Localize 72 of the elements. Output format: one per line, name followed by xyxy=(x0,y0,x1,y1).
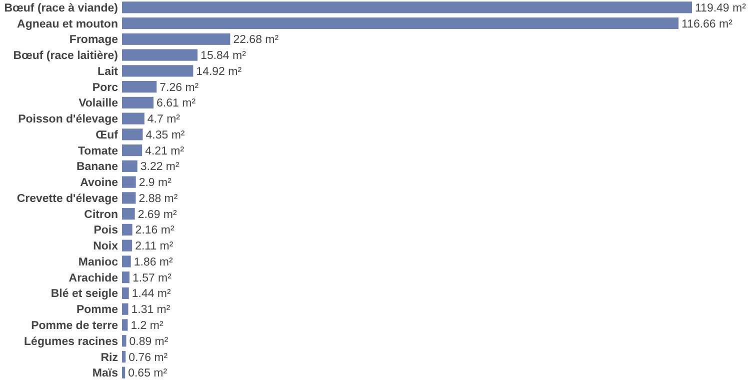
data-label: 2.9 m² xyxy=(138,177,172,190)
data-label: 22.68 m² xyxy=(233,34,279,46)
bar xyxy=(122,2,692,14)
bar xyxy=(122,192,136,204)
data-label: 1.2 m² xyxy=(130,320,164,332)
data-label: 7.26 m² xyxy=(160,82,199,94)
data-label: 2.11 m² xyxy=(135,240,174,253)
y-tick-label: Lait xyxy=(98,66,118,78)
data-label: 15.84 m² xyxy=(200,50,246,62)
y-tick-label: Blé et seigle xyxy=(50,288,118,300)
y-tick-label: Porc xyxy=(92,82,119,94)
y-tick-label: Avoine xyxy=(80,177,118,190)
y-tick-label: Banane xyxy=(76,161,118,174)
bar xyxy=(122,366,126,378)
y-tick-label: Pomme de terre xyxy=(31,320,118,332)
bar xyxy=(122,128,143,140)
data-label: 4.35 m² xyxy=(146,129,185,142)
y-tick-label: Légumes racines xyxy=(24,336,118,348)
y-tick-label: Bœuf (race à viande) xyxy=(4,2,118,14)
y-tick-label: Manioc xyxy=(78,256,119,268)
y-tick-label: Poisson d'élevage xyxy=(18,114,118,126)
bar xyxy=(122,49,198,61)
y-tick-label: Riz xyxy=(100,352,118,364)
bar xyxy=(122,256,131,268)
data-label: 2.88 m² xyxy=(138,192,178,205)
data-label: 4.7 m² xyxy=(147,114,180,126)
y-tick-label: Pois xyxy=(94,224,118,237)
y-tick-label: Citron xyxy=(84,208,118,221)
y-tick-label: Crevette d'élevage xyxy=(16,192,118,205)
bar xyxy=(122,303,128,315)
y-tick-label: Bœuf (race laitière) xyxy=(13,50,118,62)
y-tick-label: Noix xyxy=(93,240,119,253)
bar xyxy=(122,96,154,108)
bar xyxy=(122,350,126,363)
y-tick-label: Œuf xyxy=(96,129,118,142)
data-label: 4.21 m² xyxy=(145,145,184,158)
data-label: 2.16 m² xyxy=(135,224,174,237)
data-label: 14.92 m² xyxy=(196,66,242,78)
bar xyxy=(122,176,136,188)
data-label: 1.86 m² xyxy=(134,256,174,268)
y-tick-label: Maïs xyxy=(92,368,118,380)
bar xyxy=(122,224,132,236)
bar xyxy=(122,65,194,77)
data-label: 2.69 m² xyxy=(138,208,177,221)
data-label: 119.49 m² xyxy=(695,2,746,14)
bar xyxy=(122,335,126,347)
y-tick-label: Arachide xyxy=(68,272,118,284)
data-label: 0.76 m² xyxy=(128,352,168,364)
bar xyxy=(122,319,128,331)
data-label: 0.89 m² xyxy=(129,336,168,348)
bar xyxy=(122,144,142,156)
data-label: 116.66 m² xyxy=(682,18,733,30)
data-label: 1.57 m² xyxy=(132,272,172,284)
y-tick-label: Tomate xyxy=(78,145,118,158)
y-tick-label: Fromage xyxy=(69,34,118,46)
y-tick-label: Volaille xyxy=(78,98,118,110)
bar xyxy=(122,80,157,93)
bar xyxy=(122,287,129,300)
bar xyxy=(122,272,130,284)
bar xyxy=(122,160,138,172)
data-label: 1.44 m² xyxy=(132,288,172,300)
bar xyxy=(122,33,230,45)
data-label: 6.61 m² xyxy=(156,98,196,110)
y-tick-label: Pomme xyxy=(76,304,118,316)
data-label: 0.65 m² xyxy=(128,368,168,380)
bar xyxy=(122,208,135,220)
bar xyxy=(122,112,144,124)
data-label: 1.31 m² xyxy=(131,304,170,316)
bar xyxy=(122,240,132,252)
y-tick-label: Agneau et mouton xyxy=(17,18,118,30)
data-label: 3.22 m² xyxy=(140,161,180,174)
bar xyxy=(122,17,678,30)
